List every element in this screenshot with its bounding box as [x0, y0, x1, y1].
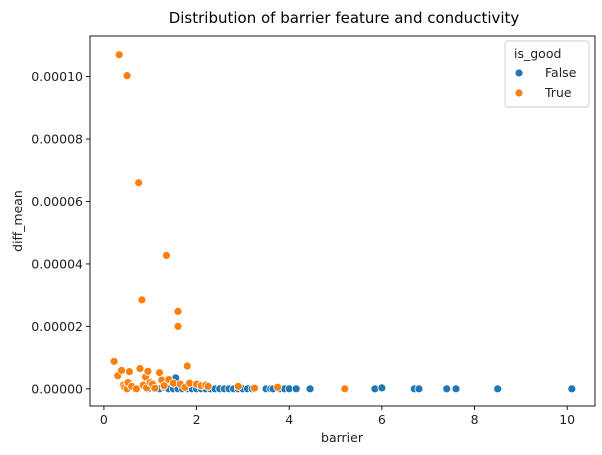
data-point	[250, 383, 259, 393]
data-point	[124, 367, 134, 377]
data-point	[414, 384, 424, 394]
plot-frame	[89, 35, 596, 407]
series-true	[109, 50, 350, 394]
legend-entry: True	[544, 85, 572, 100]
x-tick-label: 0	[100, 412, 108, 427]
data-point	[291, 384, 301, 394]
data-point	[131, 384, 141, 394]
data-point	[182, 361, 192, 371]
data-point	[114, 50, 124, 60]
legend-title: is_good	[514, 46, 561, 61]
data-point	[155, 368, 164, 377]
x-tick-label: 6	[378, 412, 386, 427]
y-tick-label: 0.00010	[31, 69, 83, 84]
y-axis: 0.00000 0.00002 0.00004 0.00006 0.00008 0.000…	[31, 69, 90, 396]
legend-entry: False	[545, 65, 577, 80]
x-tick-label: 10	[559, 412, 575, 427]
data-point	[451, 384, 461, 394]
chart-title: Distribution of barrier feature and cond…	[169, 9, 520, 27]
data-point	[117, 366, 126, 375]
data-point	[150, 383, 160, 393]
x-tick-label: 2	[193, 412, 201, 427]
data-point	[567, 384, 577, 394]
legend: is_good False True	[504, 40, 590, 108]
data-point	[173, 306, 183, 316]
x-axis-label: barrier	[321, 430, 364, 445]
x-tick-label: 8	[471, 412, 479, 427]
y-tick-label: 0.00000	[31, 381, 83, 396]
y-tick-label: 0.00002	[31, 319, 83, 334]
y-axis-label: diff_mean	[10, 190, 25, 252]
y-tick-label: 0.00008	[31, 132, 83, 147]
data-point	[340, 384, 350, 394]
y-tick-label: 0.00004	[31, 256, 83, 271]
x-axis: 0 2 4 6 8 10	[100, 406, 575, 427]
data-point	[159, 381, 169, 391]
data-point	[305, 384, 315, 394]
data-point	[493, 384, 503, 394]
data-point	[442, 384, 452, 394]
data-point	[233, 381, 243, 391]
data-point	[273, 382, 283, 392]
data-point	[135, 364, 145, 373]
legend-marker	[514, 68, 524, 78]
x-tick-label: 4	[285, 412, 293, 427]
data-point	[377, 383, 387, 393]
legend-box	[504, 40, 590, 108]
data-point	[203, 381, 213, 391]
data-point	[122, 71, 132, 81]
data-point	[173, 321, 183, 331]
data-point	[137, 295, 147, 305]
data-point	[143, 366, 153, 376]
y-tick-label: 0.00006	[31, 194, 83, 209]
legend-marker	[514, 88, 524, 98]
data-point	[134, 178, 144, 188]
plot-area	[109, 50, 577, 394]
data-point	[162, 251, 171, 260]
data-point	[109, 356, 119, 366]
